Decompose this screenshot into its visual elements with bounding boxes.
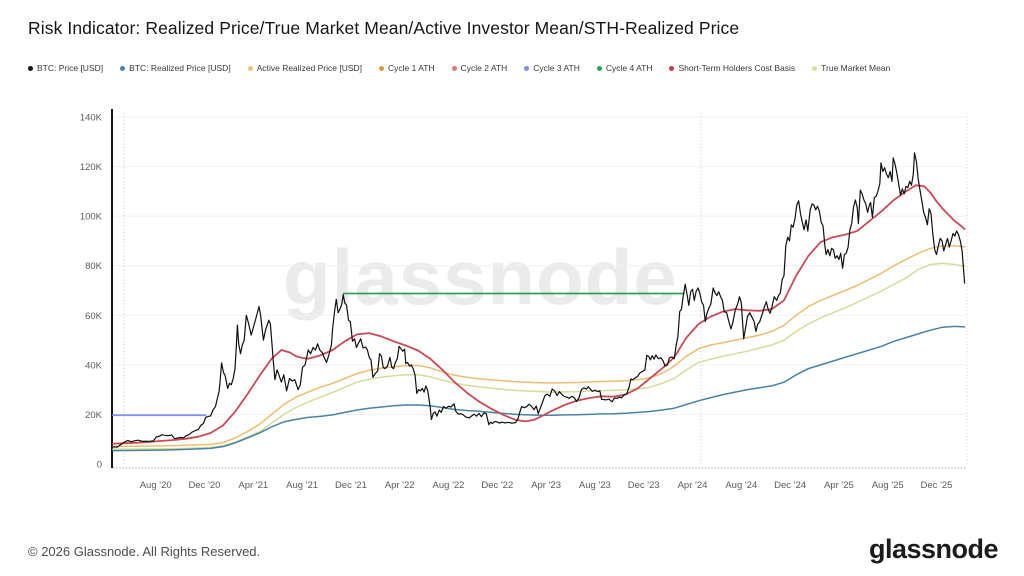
legend-label: Active Realized Price [USD] [256,63,363,73]
legend-label: True Market Mean [821,63,891,73]
x-axis-label-apr-24: Apr '24 [678,480,708,491]
legend-dot [120,65,126,71]
x-axis-label-aug-23: Aug '23 [579,480,611,491]
legend-dot [247,65,253,71]
legend-label: BTC: Realized Price [USD] [129,63,231,73]
legend-dot [28,65,33,71]
series-line-active-realized-price-usd [112,245,966,447]
x-axis-label-aug-25: Aug '25 [872,480,904,491]
legend-label: BTC: Price [USD] [37,63,104,73]
x-axis-label-aug-20: Aug '20 [140,480,172,491]
x-axis-label-aug-22: Aug '22 [433,480,465,491]
footer-copyright: © 2026 Glassnode. All Rights Reserved. [28,544,261,559]
y-axis-label-120K: 120K [80,162,103,173]
series-line-short-term-holders-cost-basis [112,184,966,445]
legend-item-btc-price-usd[interactable]: BTC: Price [USD] [28,63,103,73]
y-axis-label-0: 0 [97,460,102,471]
x-axis-label-apr-23: Apr '23 [531,480,561,491]
legend-dot [669,65,675,71]
y-axis-label-40K: 40K [85,360,103,371]
legend-dot [524,65,530,71]
legend-label: Short-Term Holders Cost Basis [678,63,796,73]
legend-dot [812,65,818,71]
x-axis-label-dec-20: Dec '20 [189,480,221,491]
x-axis-label-apr-22: Apr '22 [385,480,415,491]
legend-label: Cycle 1 ATH [388,63,435,73]
x-axis-label-dec-23: Dec '23 [628,480,660,491]
glassnode-logo: glassnode [868,534,999,564]
legend-label: Cycle 2 ATH [460,63,508,73]
x-axis-label-apr-25: Apr '25 [824,480,854,491]
legend-item-short-term-holders-cost-basis[interactable]: Short-Term Holders Cost Basis [669,63,795,73]
series-line-btc-realized-price-usd [112,325,966,452]
legend-dot [596,65,602,71]
y-axis-label-20K: 20K [85,410,103,421]
y-axis-label-140K: 140K [80,113,103,124]
legend-dot [379,65,385,71]
x-axis-label-aug-24: Aug '24 [725,480,757,491]
x-axis-label-dec-22: Dec '22 [481,480,513,491]
y-axis-label-100K: 100K [80,212,103,223]
series-line-true-market-mean [112,262,966,450]
x-axis-label-dec-21: Dec '21 [335,480,367,491]
x-axis-label-dec-25: Dec '25 [921,480,953,491]
x-axis-label-apr-21: Apr '21 [238,480,268,491]
glassnode-watermark: glassnode [283,233,678,321]
chart-title: Risk Indicator: Realized Price/True Mark… [28,18,740,38]
legend-item-cycle-3-ath[interactable]: Cycle 3 ATH [524,63,580,73]
legend-item-btc-realized-price-usd[interactable]: BTC: Realized Price [USD] [120,63,231,73]
legend-label: Cycle 4 ATH [605,63,653,73]
y-axis-label-60K: 60K [85,311,103,322]
legend-item-cycle-1-ath[interactable]: Cycle 1 ATH [379,63,435,73]
legend-item-cycle-4-ath[interactable]: Cycle 4 ATH [596,63,653,73]
x-axis-label-dec-24: Dec '24 [774,480,806,491]
legend-label: Cycle 3 ATH [533,63,580,73]
legend-item-true-market-mean[interactable]: True Market Mean [812,63,890,73]
y-axis-label-80K: 80K [85,261,103,272]
chart-plot-area[interactable]: 0 20K 40K 60K 80K 100K 120K 140K Aug '20 Dec '20 A… [0,0,1024,520]
legend-item-cycle-2-ath[interactable]: Cycle 2 ATH [451,63,508,73]
series-line-btc-price-usd [112,152,966,448]
legend-dot [451,65,457,71]
x-axis-label-aug-21: Aug '21 [286,480,318,491]
legend-item-active-realized-price-usd[interactable]: Active Realized Price [USD] [247,63,363,73]
chart-legend: BTC: Price [USD] BTC: Realized Price [USD… [28,63,890,73]
